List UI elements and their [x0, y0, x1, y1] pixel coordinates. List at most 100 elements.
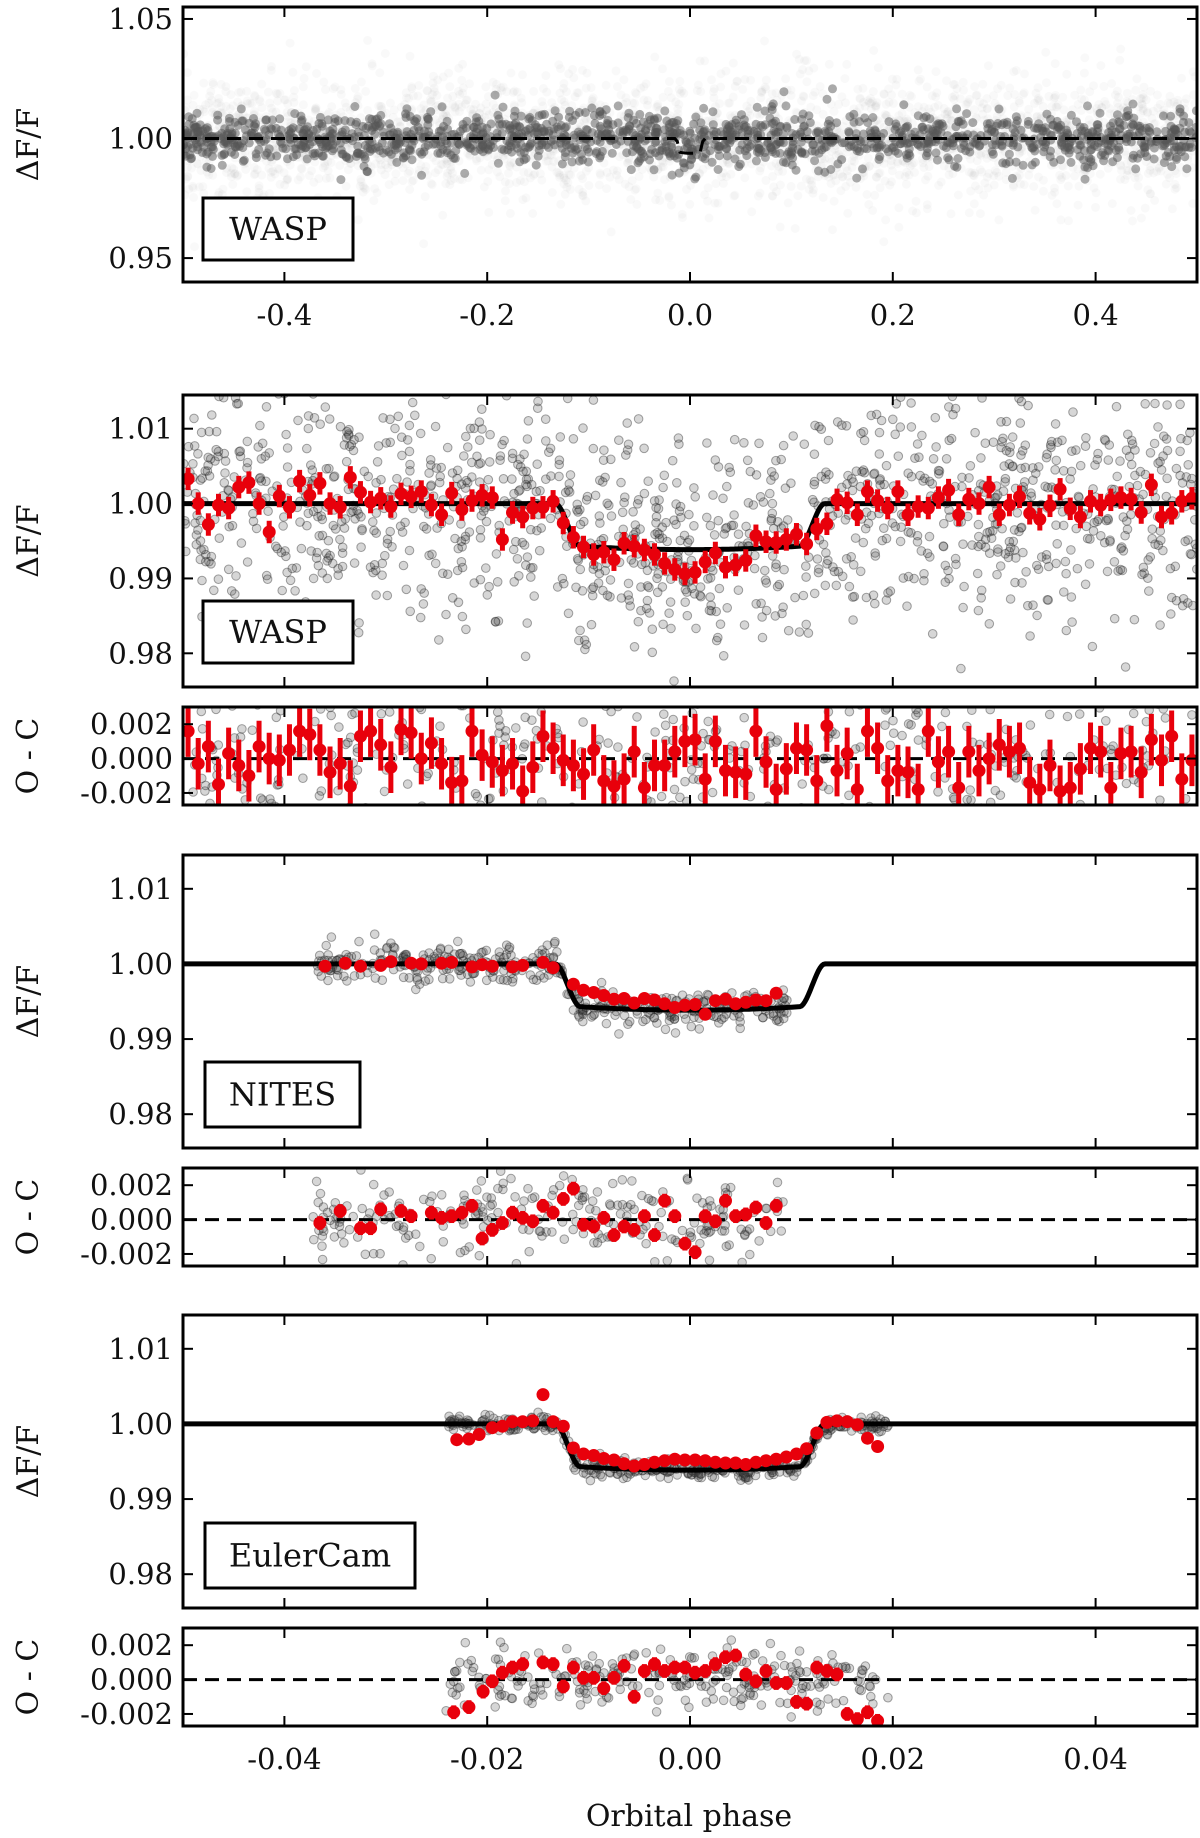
- raw-point: [1156, 465, 1167, 475]
- raw-point: [1064, 142, 1074, 152]
- raw-point: [336, 175, 346, 185]
- raw-point: [560, 152, 570, 162]
- raw-point: [254, 473, 265, 484]
- raw-point: [662, 536, 673, 547]
- raw-point: [754, 438, 764, 449]
- raw-point: [1183, 460, 1193, 470]
- raw-point: [1165, 92, 1174, 101]
- raw-point: [980, 438, 991, 449]
- y-tick-label: 1.05: [108, 2, 173, 36]
- raw-point: [781, 74, 790, 83]
- raw-point: [319, 78, 328, 87]
- raw-point: [405, 185, 414, 194]
- raw-point: [458, 60, 467, 69]
- raw-point: [644, 111, 654, 121]
- raw-point: [1080, 174, 1090, 184]
- raw-point: [943, 565, 953, 576]
- raw-point: [534, 141, 544, 151]
- raw-point: [1066, 110, 1076, 120]
- raw-point: [419, 588, 430, 598]
- raw-point: [1014, 526, 1024, 537]
- raw-point: [695, 582, 706, 592]
- raw-point: [548, 188, 557, 197]
- raw-point: [1064, 216, 1073, 225]
- raw-point: [863, 118, 873, 128]
- raw-point: [560, 174, 569, 183]
- raw-point: [769, 118, 779, 128]
- raw-point: [1126, 435, 1137, 446]
- raw-point: [290, 586, 300, 596]
- raw-point: [475, 525, 486, 535]
- raw-point: [1135, 466, 1146, 477]
- raw-point: [537, 176, 546, 185]
- raw-point: [741, 121, 751, 131]
- raw-point: [743, 129, 753, 139]
- raw-point: [849, 117, 859, 127]
- raw-point: [636, 605, 646, 616]
- raw-point: [242, 457, 253, 468]
- raw-point: [1131, 173, 1140, 182]
- raw-point: [866, 410, 877, 421]
- raw-point: [501, 187, 510, 196]
- raw-point: [1027, 160, 1037, 170]
- raw-point: [978, 80, 987, 89]
- raw-point: [526, 479, 537, 490]
- raw-point: [283, 108, 292, 117]
- raw-point: [1090, 460, 1100, 470]
- raw-point: [1113, 110, 1122, 120]
- raw-point: [912, 530, 923, 541]
- raw-point: [419, 239, 428, 248]
- raw-point: [208, 367, 217, 376]
- raw-point: [353, 141, 363, 151]
- raw-point: [752, 147, 762, 157]
- raw-point: [866, 129, 876, 138]
- raw-point: [1000, 473, 1011, 484]
- raw-point: [768, 172, 777, 181]
- raw-point: [586, 619, 597, 630]
- raw-point: [1007, 461, 1018, 472]
- raw-point: [626, 555, 637, 565]
- raw-point: [189, 413, 199, 424]
- raw-point: [683, 537, 693, 548]
- raw-point: [828, 84, 837, 94]
- raw-point: [190, 518, 200, 528]
- raw-point: [660, 106, 670, 116]
- raw-point: [1153, 540, 1164, 551]
- raw-point: [729, 510, 739, 520]
- raw-point: [1019, 90, 1028, 99]
- raw-point: [515, 485, 525, 495]
- raw-point: [189, 101, 198, 110]
- raw-point: [799, 439, 810, 450]
- raw-point: [1000, 549, 1011, 559]
- raw-point: [898, 90, 907, 99]
- raw-point: [633, 414, 644, 424]
- raw-point: [605, 592, 615, 602]
- raw-point: [807, 494, 818, 505]
- raw-point: [802, 77, 811, 86]
- raw-point: [350, 102, 360, 111]
- raw-point: [958, 539, 968, 550]
- raw-point: [624, 595, 635, 605]
- raw-point: [1001, 445, 1012, 456]
- raw-point: [881, 215, 890, 224]
- raw-point: [1046, 442, 1056, 453]
- raw-point: [1005, 447, 1015, 458]
- raw-point: [320, 402, 331, 412]
- raw-point: [1175, 399, 1185, 410]
- raw-point: [883, 588, 893, 598]
- raw-point: [924, 476, 935, 487]
- raw-point: [777, 608, 787, 619]
- raw-point: [952, 162, 962, 172]
- raw-point: [371, 528, 382, 538]
- raw-point: [1127, 439, 1138, 449]
- raw-point: [235, 446, 246, 456]
- raw-point: [253, 442, 264, 452]
- raw-point: [949, 353, 958, 362]
- raw-point: [298, 128, 308, 138]
- raw-point: [219, 448, 230, 459]
- raw-point: [903, 527, 914, 537]
- raw-point: [1114, 117, 1124, 127]
- raw-point: [588, 582, 599, 593]
- raw-point: [760, 120, 770, 130]
- raw-point: [750, 550, 760, 561]
